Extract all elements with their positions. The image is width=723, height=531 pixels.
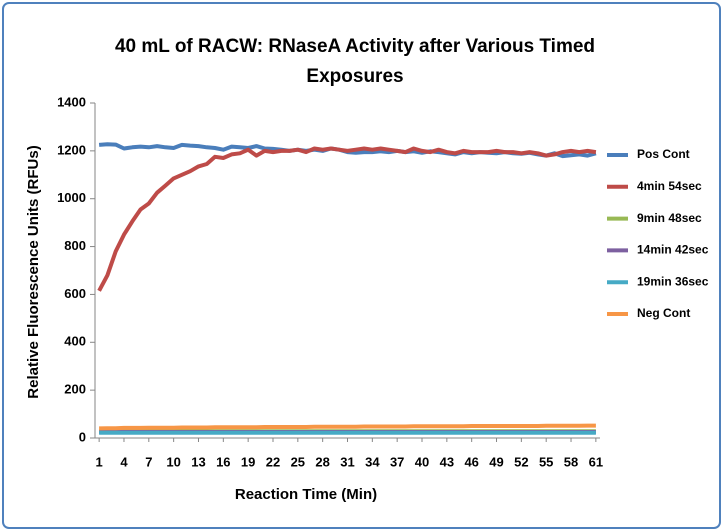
legend-label: 14min 42sec [637, 243, 709, 257]
y-tick-label: 600 [64, 286, 86, 301]
x-tick-label: 4 [120, 454, 128, 469]
legend-label: Pos Cont [637, 147, 690, 161]
x-tick-label: 61 [589, 454, 603, 469]
y-tick-label: 1000 [57, 190, 86, 205]
x-tick-label: 25 [291, 454, 305, 469]
x-tick-label: 49 [489, 454, 503, 469]
x-tick-label: 22 [266, 454, 280, 469]
x-tick-label: 34 [365, 454, 380, 469]
y-tick-label: 200 [64, 382, 86, 397]
x-tick-label: 13 [191, 454, 205, 469]
legend-label: 4min 54sec [637, 179, 702, 193]
y-tick-label: 400 [64, 334, 86, 349]
y-tick-label: 1400 [57, 94, 86, 109]
legend-label: Neg Cont [637, 306, 690, 320]
x-tick-label: 28 [315, 454, 329, 469]
x-tick-label: 58 [564, 454, 578, 469]
y-tick-label: 1200 [57, 142, 86, 157]
x-tick-label: 1 [96, 454, 103, 469]
x-tick-label: 52 [514, 454, 528, 469]
legend-label: 19min 36sec [637, 274, 709, 288]
y-tick-label: 0 [79, 429, 86, 444]
y-axis-label: Relative Fluorescence Units (RFUs) [25, 145, 42, 398]
x-axis-label: Reaction Time (Min) [235, 486, 377, 503]
series-line [99, 423, 596, 431]
x-tick-label: 55 [539, 454, 553, 469]
x-tick-label: 10 [166, 454, 180, 469]
x-tick-label: 37 [390, 454, 404, 469]
x-tick-label: 40 [415, 454, 429, 469]
x-tick-label: 7 [145, 454, 152, 469]
x-tick-label: 43 [440, 454, 454, 469]
x-tick-label: 19 [241, 454, 255, 469]
y-tick-label: 800 [64, 238, 86, 253]
chart-title: 40 mL of RACW: RNaseA Activity after Var… [114, 36, 596, 87]
x-tick-label: 46 [464, 454, 478, 469]
x-tick-label: 31 [340, 454, 354, 469]
x-tick-label: 16 [216, 454, 230, 469]
legend-label: 9min 48sec [637, 211, 702, 225]
series-line [97, 146, 597, 292]
